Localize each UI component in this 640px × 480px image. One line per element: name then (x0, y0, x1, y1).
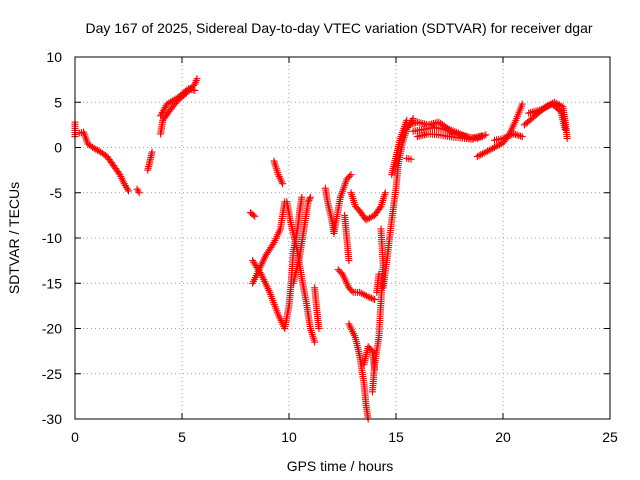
y-tick-label: -25 (42, 366, 62, 382)
chart-title: Day 167 of 2025, Sidereal Day-to-day VTE… (85, 20, 592, 36)
data-point (366, 294, 374, 302)
x-tick-label: 15 (388, 429, 404, 445)
data-point (518, 100, 526, 108)
data-point (518, 133, 526, 141)
data-point (279, 180, 287, 188)
y-tick-label: -10 (42, 230, 62, 246)
data-point (499, 134, 507, 142)
data-point (448, 128, 456, 136)
data-point (191, 86, 199, 94)
data-point (381, 189, 389, 197)
data-point (304, 198, 312, 206)
data-point (376, 204, 384, 212)
data-point (409, 115, 417, 123)
x-tick-label: 20 (495, 429, 511, 445)
data-point (369, 295, 377, 303)
data-point (375, 270, 383, 278)
x-tick-label: 0 (71, 429, 79, 445)
y-tick-label: -20 (42, 321, 62, 337)
x-axis-title: GPS time / hours (287, 458, 394, 474)
data-point (443, 126, 451, 134)
data-point (371, 296, 379, 304)
data-point (504, 132, 512, 140)
data-point (377, 225, 385, 233)
data-point (347, 171, 355, 179)
tick-labels: 0 5 10 15 20 25 10 5 0 -5 -10 -15 -20 -25 -30 (42, 49, 618, 445)
grid-lines (75, 57, 610, 419)
data-point (447, 128, 455, 136)
data-point (407, 155, 415, 163)
data-point (503, 133, 511, 141)
data-point (269, 240, 277, 248)
data-point (441, 125, 449, 133)
x-tick-label: 10 (281, 429, 297, 445)
data-point (348, 287, 356, 295)
data-point (480, 132, 488, 140)
data-point (306, 193, 314, 201)
data-point (134, 187, 142, 195)
y-tick-label: -5 (50, 185, 63, 201)
data-point (315, 325, 323, 332)
data-point (251, 212, 259, 220)
data-point (469, 135, 477, 143)
data-point (367, 294, 375, 302)
x-tick-label: 25 (602, 429, 618, 445)
y-axis-title: SDTVAR / TECUs (6, 182, 22, 294)
y-tick-label: -30 (42, 411, 62, 427)
data-point (482, 131, 490, 139)
data-point (193, 75, 201, 83)
data-point (135, 189, 143, 197)
data-point (478, 132, 486, 140)
data-point (563, 134, 571, 142)
data-point (346, 172, 354, 180)
data-point (256, 269, 264, 277)
data-point (367, 346, 375, 354)
data-point (473, 134, 481, 142)
data-point (364, 293, 372, 301)
data-marks (71, 75, 571, 423)
data-point (298, 193, 306, 201)
y-tick-label: -15 (42, 275, 62, 291)
y-tick-label: 5 (54, 94, 62, 110)
y-tick-label: 10 (46, 49, 62, 65)
data-point (403, 116, 411, 124)
data-point (249, 211, 257, 219)
data-point (306, 195, 314, 203)
data-point (305, 196, 313, 204)
data-point (561, 125, 569, 133)
data-point (438, 121, 446, 129)
data-point (311, 338, 319, 346)
data-point (125, 187, 132, 195)
data-point (440, 122, 448, 130)
data-point (477, 133, 485, 141)
data-point (148, 148, 156, 156)
data-point (345, 257, 353, 265)
data-point (475, 134, 483, 142)
y-tick-label: 0 (54, 140, 62, 156)
x-tick-label: 5 (178, 429, 186, 445)
axis-ticks (74, 56, 611, 420)
data-point (362, 292, 370, 300)
